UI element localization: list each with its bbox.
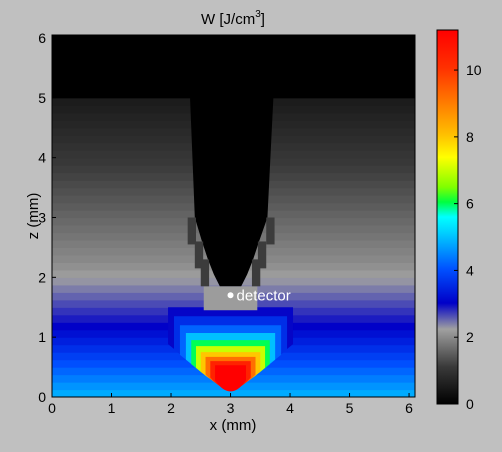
channel-edge-shade — [187, 217, 197, 245]
channel-edge-shade — [266, 217, 275, 245]
black-channel — [52, 35, 415, 287]
x-tick-label: 0 — [48, 400, 56, 416]
energy-ring — [215, 365, 246, 392]
x-axis: 0 1 2 3 4 5 6 — [48, 393, 413, 416]
colorbar-tick-label: 4 — [466, 262, 474, 278]
colorbar-tick-label: 6 — [466, 196, 474, 212]
channel-edge-shade — [251, 259, 261, 287]
colorbar-ticks: 0 2 4 6 8 10 — [454, 62, 482, 412]
plot-frame — [51, 34, 416, 398]
x-axis-label: x (mm) — [210, 417, 257, 434]
colorbar-tick-label: 8 — [466, 129, 474, 145]
background-band — [52, 389, 415, 397]
y-tick-label: 5 — [38, 90, 46, 106]
high-energy-bowl — [168, 286, 294, 392]
colorbar-tick-label: 2 — [466, 329, 474, 345]
y-axis-label: z (mm) — [25, 193, 42, 240]
x-tick-label: 5 — [346, 400, 354, 416]
detector-marker — [227, 292, 234, 299]
colorbar-tick-label: 0 — [466, 396, 474, 412]
y-tick-label: 4 — [38, 150, 46, 166]
y-tick-label: 1 — [38, 329, 46, 345]
heatmap-plot-area — [52, 35, 415, 397]
y-tick-label: 6 — [38, 30, 46, 46]
x-tick-label: 6 — [405, 400, 413, 416]
colorbar — [436, 29, 459, 405]
colorbar-tick-label: 10 — [466, 62, 482, 78]
y-axis: 0 1 2 3 4 5 6 — [38, 30, 56, 405]
x-tick-label: 4 — [286, 400, 294, 416]
y-tick-label: 2 — [38, 269, 46, 285]
chart-title: W [J/cm3] — [201, 9, 265, 28]
channel-edge-shade — [257, 241, 267, 269]
x-tick-label: 2 — [167, 400, 175, 416]
y-tick-label: 0 — [38, 389, 46, 405]
top-black-region — [52, 35, 415, 99]
channel-edge-shade — [200, 259, 210, 287]
x-tick-label: 3 — [227, 400, 235, 416]
x-tick-label: 1 — [108, 400, 116, 416]
y-tick-label: 3 — [38, 209, 46, 225]
channel-stem — [190, 97, 274, 287]
channel-edge-shade — [194, 241, 204, 269]
detector-label: detector — [237, 287, 291, 304]
